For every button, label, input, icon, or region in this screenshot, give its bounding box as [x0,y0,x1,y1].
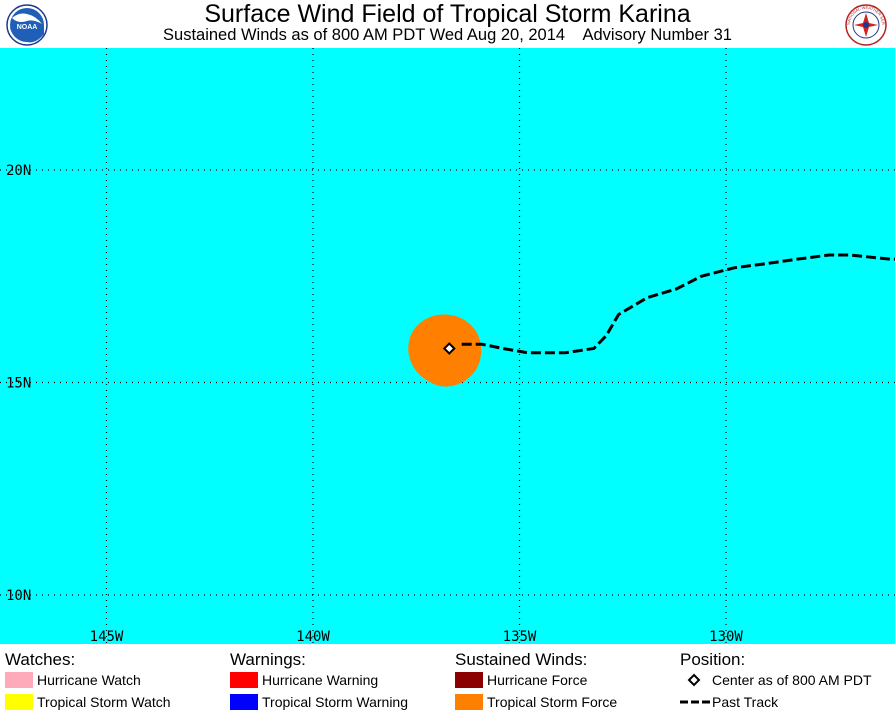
tropical-storm-warning-swatch [230,694,258,710]
map-header: NOAA Surface Wind Field of Tropical Stor… [0,0,895,48]
legend: Watches: Hurricane Watch Tropical Storm … [0,645,895,716]
legend-label: Tropical Storm Watch [37,694,171,710]
lat-label: 10N [6,588,31,604]
past-track-line [461,253,895,355]
svg-text:NOAA: NOAA [17,24,38,31]
legend-label: Center as of 800 AM PDT [712,672,872,688]
past-track [461,253,895,355]
map-subtitle: Sustained Winds as of 800 AM PDT Wed Aug… [163,26,732,44]
lon-label: 130W [709,629,743,644]
nws-logo-icon: NATIONAL WEATHER SERVICE [845,4,887,46]
center-diamond [442,342,456,355]
hurricane-warning-swatch [230,672,258,688]
wind-field-map: 20N 15N 10N 145W 140W 135W 130W [0,48,895,644]
ts-force-area [408,314,482,387]
diamond-icon [687,673,701,687]
legend-winds-heading: Sustained Winds: [455,650,588,669]
lat-label: 20N [6,163,31,179]
lon-label: 135W [503,629,537,644]
legend-label: Hurricane Force [487,672,588,688]
noaa-logo-icon: NOAA [6,4,48,46]
lon-label: 140W [296,629,330,644]
legend-warnings-heading: Warnings: [230,650,306,669]
tropical-storm-force-swatch [455,694,483,710]
map-axis-labels: 20N 15N 10N 145W 140W 135W 130W [6,163,743,644]
dashed-line-icon [680,700,710,704]
storm-center-marker [442,342,456,355]
map-title: Surface Wind Field of Tropical Storm Kar… [204,0,691,28]
legend-watches-heading: Watches: [5,650,76,669]
legend-label: Hurricane Warning [262,672,379,688]
hurricane-force-swatch [455,672,483,688]
legend-label: Tropical Storm Warning [262,694,409,710]
legend-position-heading: Position: [680,650,746,669]
legend-label: Tropical Storm Force [487,694,618,710]
legend-label: Hurricane Watch [37,672,141,688]
lon-label: 145W [90,629,124,644]
tropical-storm-force-wind-area [408,314,482,387]
legend-label: Past Track [712,694,779,710]
lat-label: 15N [6,376,31,392]
tropical-storm-watch-swatch [5,694,33,710]
hurricane-watch-swatch [5,672,33,688]
